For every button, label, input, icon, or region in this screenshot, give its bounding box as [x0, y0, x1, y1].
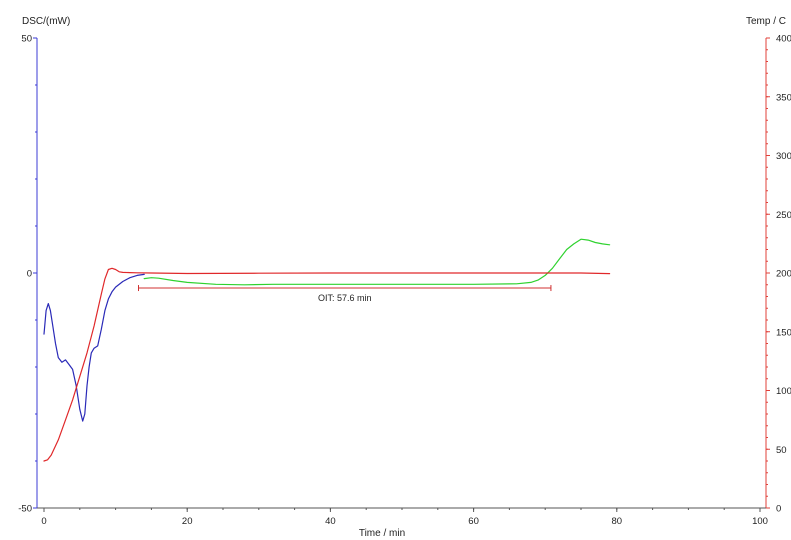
series-line-dsc_initial — [43, 273, 145, 422]
x-tick-label: 60 — [468, 516, 479, 527]
x-tick-label: 80 — [612, 516, 623, 527]
right-axis-title: Temp / C — [746, 16, 786, 27]
series-line-temperature — [43, 267, 611, 462]
right-tick-label: 50 — [776, 445, 787, 456]
right-tick-label: 100 — [776, 386, 791, 397]
left-tick-label: 0 — [27, 269, 32, 280]
x-tick-label: 40 — [325, 516, 336, 527]
data-series — [43, 238, 611, 462]
right-tick-label: 200 — [776, 269, 791, 280]
x-tick-label: 20 — [182, 516, 193, 527]
right-tick-label: 150 — [776, 327, 791, 338]
right-tick-label: 400 — [776, 34, 791, 45]
series-line-dsc_isothermal — [143, 238, 611, 286]
axes — [33, 37, 770, 512]
right-tick-label: 350 — [776, 92, 791, 103]
left-tick-label: 50 — [21, 34, 32, 45]
left-axis-title: DSC/(mW) — [22, 16, 70, 27]
tick-labels: -50 0 50 0 50 100 150 200 250 300 350 400 0 20 40 60 80 1… — [18, 34, 791, 528]
x-tick-label: 100 — [752, 516, 768, 527]
x-axis-title: Time / min — [359, 528, 405, 539]
oit-label: OIT: 57.6 min — [318, 293, 372, 303]
right-tick-label: 300 — [776, 151, 791, 162]
oit-annotation: OIT: 57.6 min — [138, 285, 552, 303]
right-tick-label: 250 — [776, 210, 791, 221]
x-tick-label: 0 — [41, 516, 46, 527]
right-tick-label: 0 — [776, 504, 781, 515]
left-tick-label: -50 — [18, 504, 32, 515]
